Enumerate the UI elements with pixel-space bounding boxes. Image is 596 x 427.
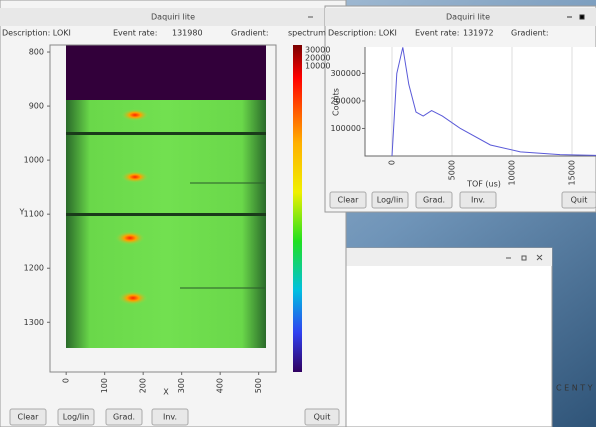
y-tick-label: 800	[29, 48, 44, 57]
y-tick-label: 1300	[24, 318, 44, 327]
y-axis-label: Counts	[332, 88, 341, 116]
y-tick-label: 100000	[330, 124, 361, 133]
title-bar	[0, 8, 346, 26]
x-tick-label: 0	[62, 378, 71, 383]
gradient-label: Gradient:	[511, 29, 549, 38]
x-tick-label: 15000	[568, 160, 577, 185]
gradient-label: Gradient:	[231, 29, 269, 38]
event-rate: 131980	[172, 29, 203, 38]
x-tick-label: 300	[177, 378, 186, 393]
x-tick-label: 0	[388, 160, 397, 165]
x-axis-label: TOF (us)	[466, 180, 501, 189]
button[interactable]	[105, 408, 143, 426]
event-rate-label: Event rate:	[113, 29, 157, 38]
x-tick-label: 100	[100, 378, 109, 393]
button[interactable]	[329, 191, 367, 209]
background-window	[339, 247, 553, 427]
x-tick-label: 500	[254, 378, 263, 393]
button-label: Log/lin	[63, 413, 90, 422]
y-tick-label: 900	[29, 102, 44, 111]
window-title: Daquiri lite	[446, 13, 490, 22]
button[interactable]	[304, 408, 340, 426]
button-label: Inv.	[471, 196, 485, 205]
button-label: Log/lin	[377, 196, 404, 205]
colorbar-label: 30000	[305, 46, 330, 55]
y-axis-label: Y	[19, 208, 25, 217]
colorbar	[293, 45, 302, 372]
title-bar	[340, 248, 552, 266]
y-tick-label: 300000	[330, 69, 361, 78]
y-tick-label: 1000	[24, 156, 44, 165]
watermark: C E N T Y	[556, 384, 593, 393]
button[interactable]	[57, 408, 95, 426]
plot-area	[365, 47, 596, 156]
gradient: spectrum	[288, 29, 326, 38]
line	[391, 47, 596, 156]
heatmap-frame	[49, 44, 277, 373]
x-tick-label: 5000	[448, 160, 457, 180]
button[interactable]	[459, 191, 497, 209]
y-tick-label: 1100	[24, 210, 44, 219]
button-label: Clear	[338, 196, 360, 205]
y-tick-label: 200000	[330, 96, 361, 105]
button-label: Grad.	[423, 196, 445, 205]
x-tick-label: 200	[139, 378, 148, 393]
button[interactable]	[415, 191, 453, 209]
heatmap-image	[66, 100, 266, 348]
window-title: Daquiri lite	[151, 13, 195, 22]
button[interactable]	[151, 408, 189, 426]
y-tick-label: 1200	[24, 264, 44, 273]
title-bar	[325, 8, 596, 26]
colorbar-label: 20000	[305, 54, 330, 63]
colorbar-label: 10000	[305, 62, 330, 71]
window-controls[interactable]	[567, 14, 585, 20]
x-axis-label: X	[163, 388, 169, 397]
button[interactable]	[561, 191, 596, 209]
button-label: Clear	[18, 413, 40, 422]
axis	[364, 47, 596, 157]
button-label: Quit	[314, 413, 331, 422]
description: Description: LOKI	[328, 29, 397, 38]
x-tick-label: 10000	[508, 160, 517, 185]
button-label: Inv.	[163, 413, 177, 422]
x-tick-label: 400	[216, 378, 225, 393]
button[interactable]	[371, 191, 409, 209]
event-rate-label: Event rate:	[415, 29, 459, 38]
window-controls[interactable]	[506, 254, 543, 261]
description: Description: LOKI	[2, 29, 71, 38]
button-label: Grad.	[113, 413, 135, 422]
event-rate: 131972	[463, 29, 494, 38]
button[interactable]	[9, 408, 47, 426]
button-label: Quit	[571, 196, 588, 205]
